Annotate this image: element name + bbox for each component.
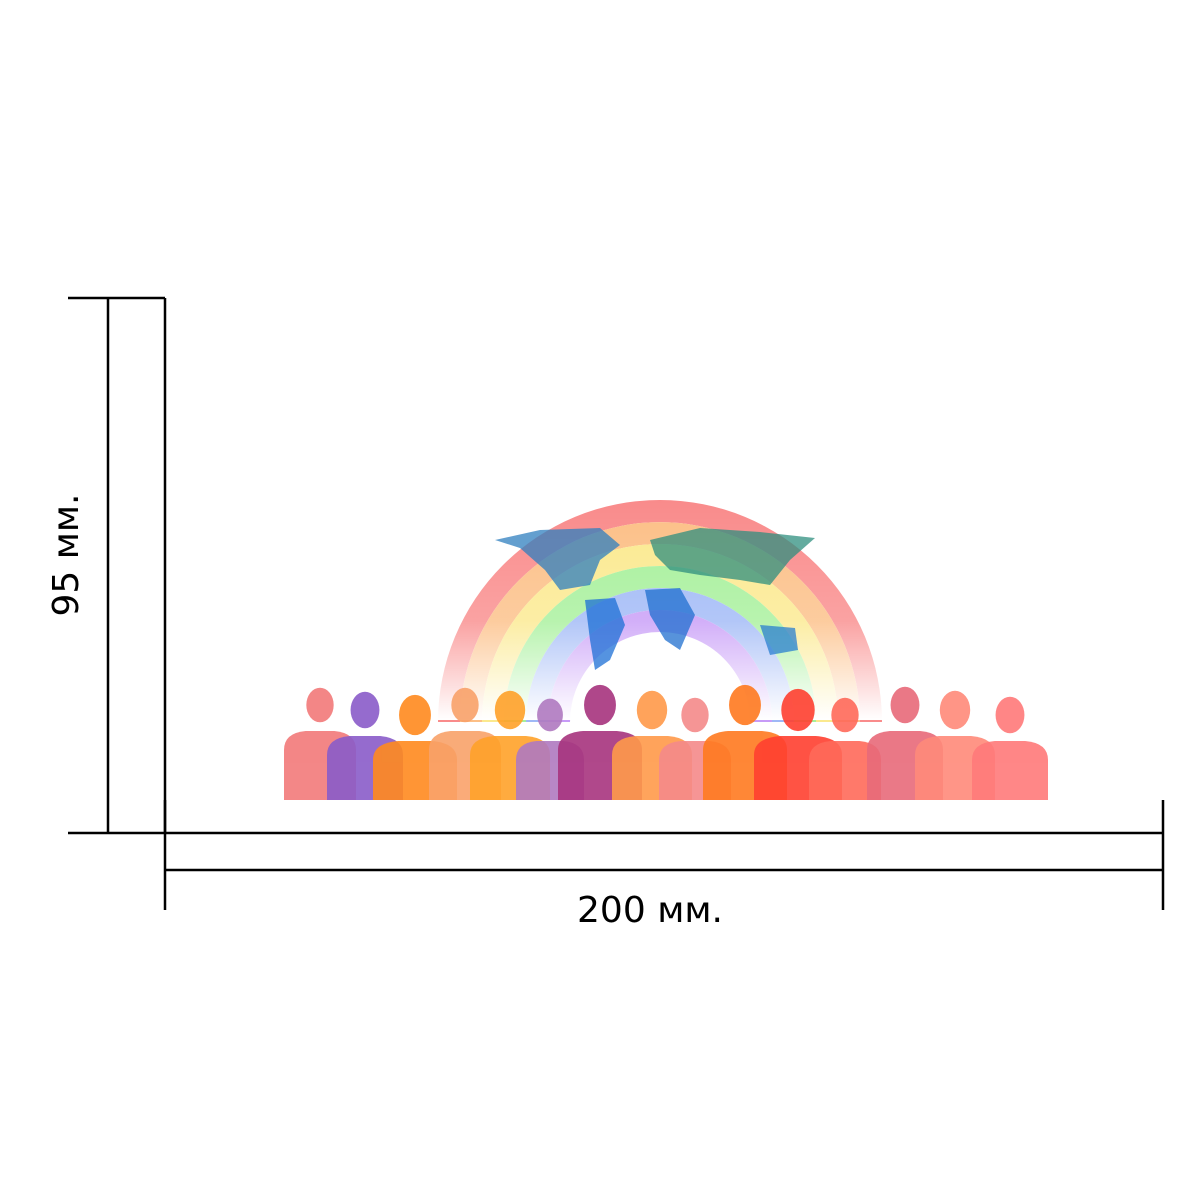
- people-silhouettes: [284, 684, 1048, 800]
- world-map: [495, 528, 815, 670]
- head: [636, 690, 668, 730]
- body: [972, 741, 1048, 800]
- head: [681, 697, 709, 733]
- head: [995, 696, 1025, 734]
- head: [781, 688, 815, 732]
- person-silhouette: [972, 696, 1048, 800]
- body: [809, 741, 881, 800]
- person-silhouette: [809, 697, 881, 800]
- head: [306, 687, 334, 723]
- head: [494, 690, 526, 730]
- head: [399, 694, 431, 736]
- head: [584, 684, 616, 726]
- width-label: 200 мм.: [577, 890, 723, 931]
- head: [890, 686, 920, 724]
- head: [350, 691, 380, 729]
- height-label: 95 мм.: [46, 493, 87, 616]
- head: [939, 690, 971, 730]
- head: [451, 687, 479, 723]
- head: [729, 684, 761, 726]
- head: [831, 697, 859, 733]
- head: [537, 698, 563, 732]
